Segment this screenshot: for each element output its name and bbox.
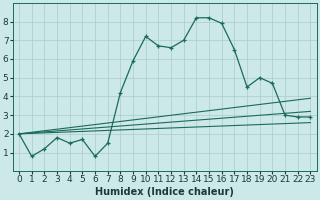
X-axis label: Humidex (Indice chaleur): Humidex (Indice chaleur) xyxy=(95,187,234,197)
